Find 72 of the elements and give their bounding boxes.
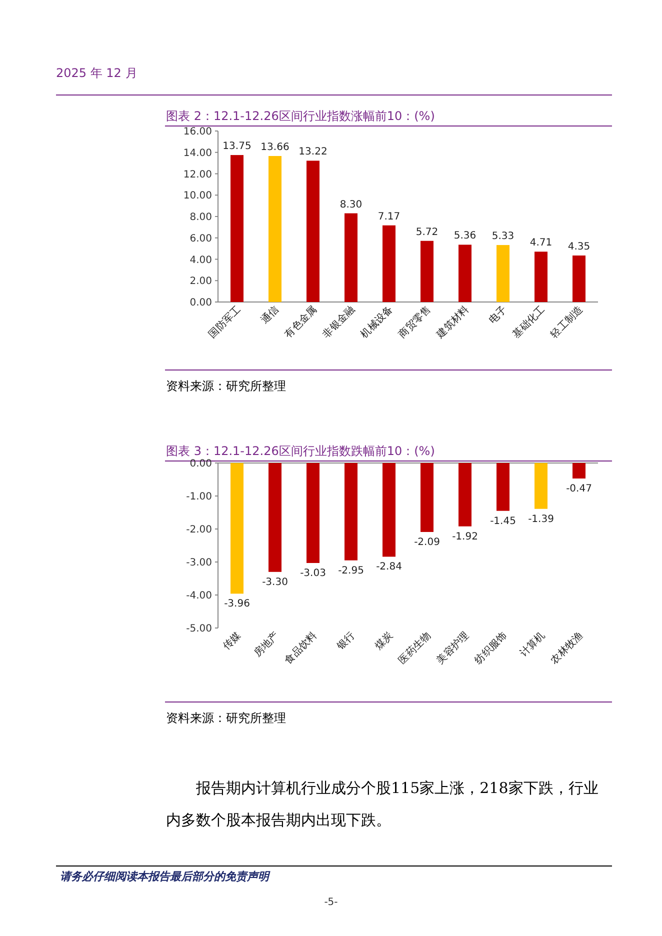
chart-title: 图表 3：12.1-12.26区间行业指数跌幅前10：(%) — [166, 444, 435, 458]
bar — [344, 213, 358, 302]
bar — [534, 252, 548, 302]
y-tick-label: -1.00 — [186, 492, 212, 502]
data-label: 4.35 — [568, 242, 590, 253]
text: 2025 年 12 月 — [56, 66, 138, 80]
data-label: -1.45 — [490, 516, 516, 527]
x-tick-label: 传媒 — [221, 630, 244, 652]
y-tick-label: 16.00 — [183, 126, 212, 138]
x-tick-label: 银行 — [334, 630, 358, 653]
x-tick-label: 商贸零售 — [396, 304, 434, 340]
data-label: -1.39 — [528, 514, 554, 525]
data-label: -2.95 — [338, 565, 364, 576]
data-label: 5.72 — [416, 226, 438, 238]
x-tick-label: 计算机 — [517, 630, 548, 660]
y-tick-label: 4.00 — [190, 254, 212, 266]
y-tick-label: 6.00 — [190, 233, 212, 244]
data-label: 7.17 — [378, 211, 400, 222]
x-tick-label: 非银金融 — [320, 304, 358, 340]
data-label: -2.84 — [376, 562, 402, 573]
y-tick-label: -5.00 — [186, 624, 212, 634]
y-tick-label: -3.00 — [186, 558, 212, 568]
bar — [382, 225, 396, 302]
x-tick-label: 电子 — [486, 304, 510, 326]
data-label: -3.96 — [224, 598, 250, 610]
text: 资料来源：研究所整理 — [166, 711, 286, 725]
y-tick-label: 0.00 — [190, 458, 212, 470]
x-tick-label: 机械设备 — [358, 304, 396, 340]
x-tick-label: 纺织服饰 — [472, 630, 510, 666]
x-tick-label: 有色金属 — [282, 304, 320, 340]
x-tick-label: 房地产 — [251, 630, 282, 660]
x-tick-label: 医药生物 — [396, 630, 434, 666]
data-label: 5.36 — [454, 230, 476, 242]
y-tick-label: 10.00 — [183, 190, 212, 202]
data-label: 5.33 — [492, 231, 514, 242]
y-tick-label: 12.00 — [183, 169, 212, 180]
data-label: 13.66 — [260, 142, 290, 154]
x-tick-label: 轻工制造 — [548, 304, 586, 340]
data-label: -2.09 — [414, 536, 440, 548]
x-tick-label: 美容护理 — [434, 630, 472, 666]
bar — [268, 156, 282, 302]
text: 资料来源：研究所整理 — [166, 379, 286, 393]
x-tick-label: 建筑材料 — [434, 304, 472, 342]
x-tick-label: 通信 — [258, 304, 282, 326]
data-label: -1.92 — [452, 531, 478, 542]
chart-title: 图表 2：12.1-12.26区间行业指数涨幅前10：(%) — [166, 109, 435, 123]
x-tick-label: 农林牧渔 — [548, 630, 586, 666]
bar — [572, 256, 586, 302]
text: 报告期内计算机行业成分个股115家上涨，218家下跌，行业内多数个股本报告期内出现下跌。 — [166, 778, 600, 831]
data-label: -3.30 — [262, 576, 288, 588]
data-label: 4.71 — [530, 238, 552, 249]
data-label: -3.03 — [300, 568, 326, 579]
x-tick-label: 食品饮料 — [282, 630, 320, 666]
y-tick-label: 14.00 — [183, 148, 212, 159]
data-label: -0.47 — [566, 484, 592, 495]
bar — [420, 240, 434, 302]
text: -5- — [324, 897, 338, 908]
bar — [306, 160, 320, 302]
bar — [458, 244, 472, 302]
y-tick-label: 2.00 — [190, 276, 212, 288]
data-label: 13.22 — [298, 146, 328, 158]
bar — [496, 245, 510, 302]
y-tick-label: 0.00 — [190, 298, 212, 308]
data-label: 8.30 — [340, 199, 362, 210]
text: 请务必仔细阅读本报告最后部分的免责声明 — [60, 870, 271, 883]
x-tick-label: 煤炭 — [372, 630, 396, 652]
data-label: 13.75 — [222, 141, 252, 152]
x-tick-label: 基础化工 — [510, 304, 548, 340]
y-tick-label: -2.00 — [186, 524, 212, 536]
y-tick-label: -4.00 — [186, 590, 212, 602]
bar — [230, 155, 244, 302]
y-tick-label: 8.00 — [190, 212, 212, 223]
